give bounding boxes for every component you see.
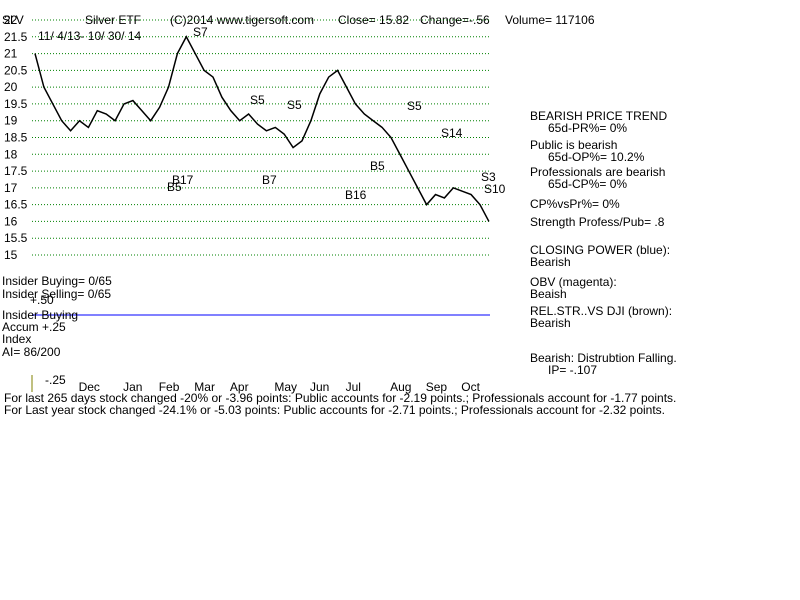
x-tick-label: May — [274, 380, 297, 394]
x-tick-label: Feb — [159, 380, 180, 394]
signal-label: B16 — [345, 188, 367, 202]
x-tick-label: Apr — [230, 380, 249, 394]
signal-label: S14 — [441, 126, 463, 140]
status-text: CLOSING POWER (blue): — [530, 243, 670, 257]
price-line — [34, 35, 490, 222]
indicator-label: Index — [2, 332, 31, 346]
y-tick-label: 15 — [4, 248, 18, 262]
volume: Volume= 117106 — [505, 13, 595, 27]
x-tick-label: Dec — [79, 380, 100, 394]
status-text: IP= -.107 — [548, 363, 597, 377]
x-tick-label: Sep — [426, 380, 448, 394]
signal-label: S7 — [193, 25, 208, 39]
status-text: REL.STR..VS DJI (brown): — [530, 304, 672, 318]
y-tick-label: 16.5 — [4, 198, 28, 212]
y-tick-label: 21 — [4, 47, 18, 61]
y-tick-label: 20 — [4, 80, 18, 94]
y-tick-label: 16 — [4, 214, 18, 228]
status-text: Beaish — [530, 287, 567, 301]
status-text: Professionals are bearish — [530, 165, 665, 179]
y-tick-label: 18 — [4, 147, 18, 161]
status-text: Bearish — [530, 316, 571, 330]
y-tick-label: 17.5 — [4, 164, 28, 178]
signal-label: B5 — [167, 180, 182, 194]
signal-label: B5 — [370, 159, 385, 173]
y-tick-label: 22 — [4, 13, 18, 27]
signal-label: S5 — [287, 98, 302, 112]
signal-label: B17 — [172, 173, 194, 187]
status-text: CP%vsPr%= 0% — [530, 197, 620, 211]
x-tick-label: Oct — [461, 380, 480, 394]
signal-label: S10 — [484, 182, 506, 196]
indicator-label: Insider Selling= 0/65 — [2, 287, 111, 301]
status-text: 65d-OP%= 10.2% — [548, 150, 645, 164]
footer-text: For last 265 days stock changed -20% or … — [4, 391, 676, 405]
status-text: BEARISH PRICE TREND — [530, 109, 667, 123]
y-tick-label: 20.5 — [4, 63, 28, 77]
x-tick-label: Aug — [390, 380, 411, 394]
indicator-label: Accum +.25 — [2, 320, 66, 334]
x-tick-label: Jun — [310, 380, 329, 394]
indicator-label: Insider Buying= 0/65 — [2, 274, 112, 288]
x-tick-label: Mar — [194, 380, 215, 394]
status-text: 65d-PR%= 0% — [548, 121, 627, 135]
y-tick-label: 15.5 — [4, 231, 28, 245]
signal-label: S5 — [407, 99, 422, 113]
status-text: OBV (magenta): — [530, 275, 617, 289]
status-text: Bearish — [530, 255, 571, 269]
indicator-label: -.25 — [45, 373, 66, 387]
indicator-label: +.50 — [30, 293, 54, 307]
x-tick-label: Jan — [123, 380, 142, 394]
symbol: SLV — [2, 13, 24, 27]
status-text: Public is bearish — [530, 138, 617, 152]
y-tick-label: 19.5 — [4, 97, 28, 111]
date-range: 11/ 4/13- 10/ 30/ 14 — [38, 29, 142, 43]
signal-label: B7 — [262, 173, 277, 187]
indicator-label: AI= 86/200 — [2, 345, 61, 359]
y-tick-label: 18.5 — [4, 131, 28, 145]
signal-label: S5 — [250, 93, 265, 107]
status-text: Strength Profess/Pub= .8 — [530, 215, 665, 229]
y-tick-label: 17 — [4, 181, 18, 195]
close: Close= 15.82 — [338, 13, 409, 27]
y-tick-label: 19 — [4, 114, 18, 128]
y-tick-label: 21.5 — [4, 30, 28, 44]
footer-text: For Last year stock changed -24.1% or -5… — [4, 403, 665, 417]
indicator-label: Insider Buying — [2, 308, 78, 322]
status-text: Bearish: Distrubtion Falling. — [530, 351, 677, 365]
status-text: 65d-CP%= 0% — [548, 177, 627, 191]
x-tick-label: Jul — [346, 380, 361, 394]
signal-label: S3 — [481, 170, 496, 184]
